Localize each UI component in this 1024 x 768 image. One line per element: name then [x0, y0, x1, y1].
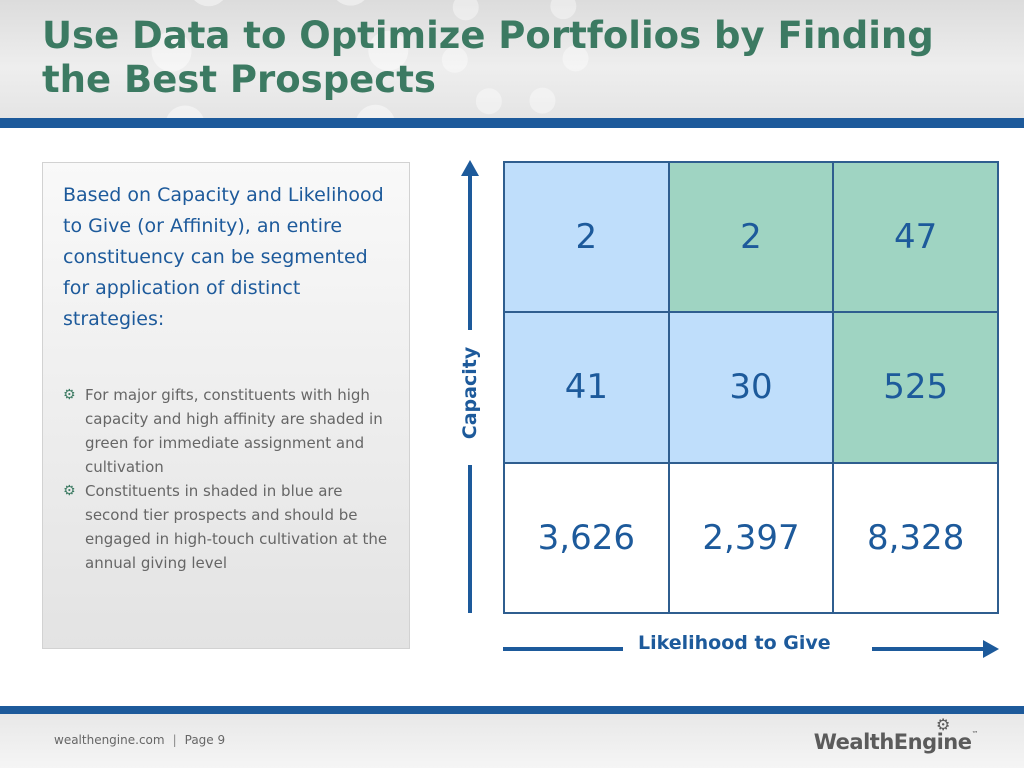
gear-icon: ⚙	[63, 483, 76, 499]
matrix-cell: 2,397	[668, 462, 834, 613]
footer-site: wealthengine.com	[54, 733, 165, 747]
description-panel: Based on Capacity and Likelihood to Give…	[42, 162, 410, 649]
bullet-item: ⚙ Constituents in shaded in blue are sec…	[63, 479, 393, 575]
bullet-list: ⚙ For major gifts, constituents with hig…	[63, 383, 393, 575]
matrix-cell: 525	[833, 312, 998, 463]
likelihood-axis-line	[872, 647, 986, 651]
wealthengine-logo: WealthEngine™	[813, 730, 979, 754]
slide-title: Use Data to Optimize Portfolios by Findi…	[42, 14, 934, 101]
header-divider-band	[0, 118, 1024, 128]
footer-page-number: Page 9	[184, 733, 226, 747]
logo-text: WealthEngine	[813, 730, 972, 754]
likelihood-axis-label: Likelihood to Give	[638, 632, 831, 654]
matrix-cell: 8,328	[833, 462, 998, 613]
bullet-item: ⚙ For major gifts, constituents with hig…	[63, 383, 393, 479]
slide-header	[0, 0, 1024, 122]
likelihood-axis-line	[503, 647, 623, 651]
intro-paragraph: Based on Capacity and Likelihood to Give…	[63, 184, 384, 330]
gear-icon: ⚙	[936, 715, 951, 734]
slide-footer	[0, 706, 1024, 768]
matrix-cell: 30	[668, 312, 834, 463]
matrix-cell: 2	[504, 162, 669, 313]
footer-divider-band	[0, 706, 1024, 714]
segmentation-matrix: 2 2 47 41 30 525 3,626 2,397 8,328	[503, 161, 999, 614]
matrix-cell: 47	[833, 162, 998, 313]
matrix-cell: 2	[668, 162, 834, 313]
likelihood-arrowhead	[983, 640, 999, 658]
footer-separator: |	[172, 733, 177, 747]
bullet-text: For major gifts, constituents with high …	[85, 386, 383, 476]
matrix-cell: 3,626	[504, 462, 669, 613]
gear-icon: ⚙	[63, 387, 76, 403]
capacity-axis-line	[468, 465, 472, 613]
capacity-arrowhead	[461, 160, 479, 176]
bullet-text: Constituents in shaded in blue are secon…	[85, 482, 388, 572]
footer-info: wealthengine.com | Page 9	[54, 733, 225, 747]
matrix-cell: 41	[504, 312, 669, 463]
capacity-axis-label: Capacity	[459, 346, 481, 440]
capacity-axis-line	[468, 172, 472, 330]
logo-trademark: ™	[971, 730, 979, 738]
